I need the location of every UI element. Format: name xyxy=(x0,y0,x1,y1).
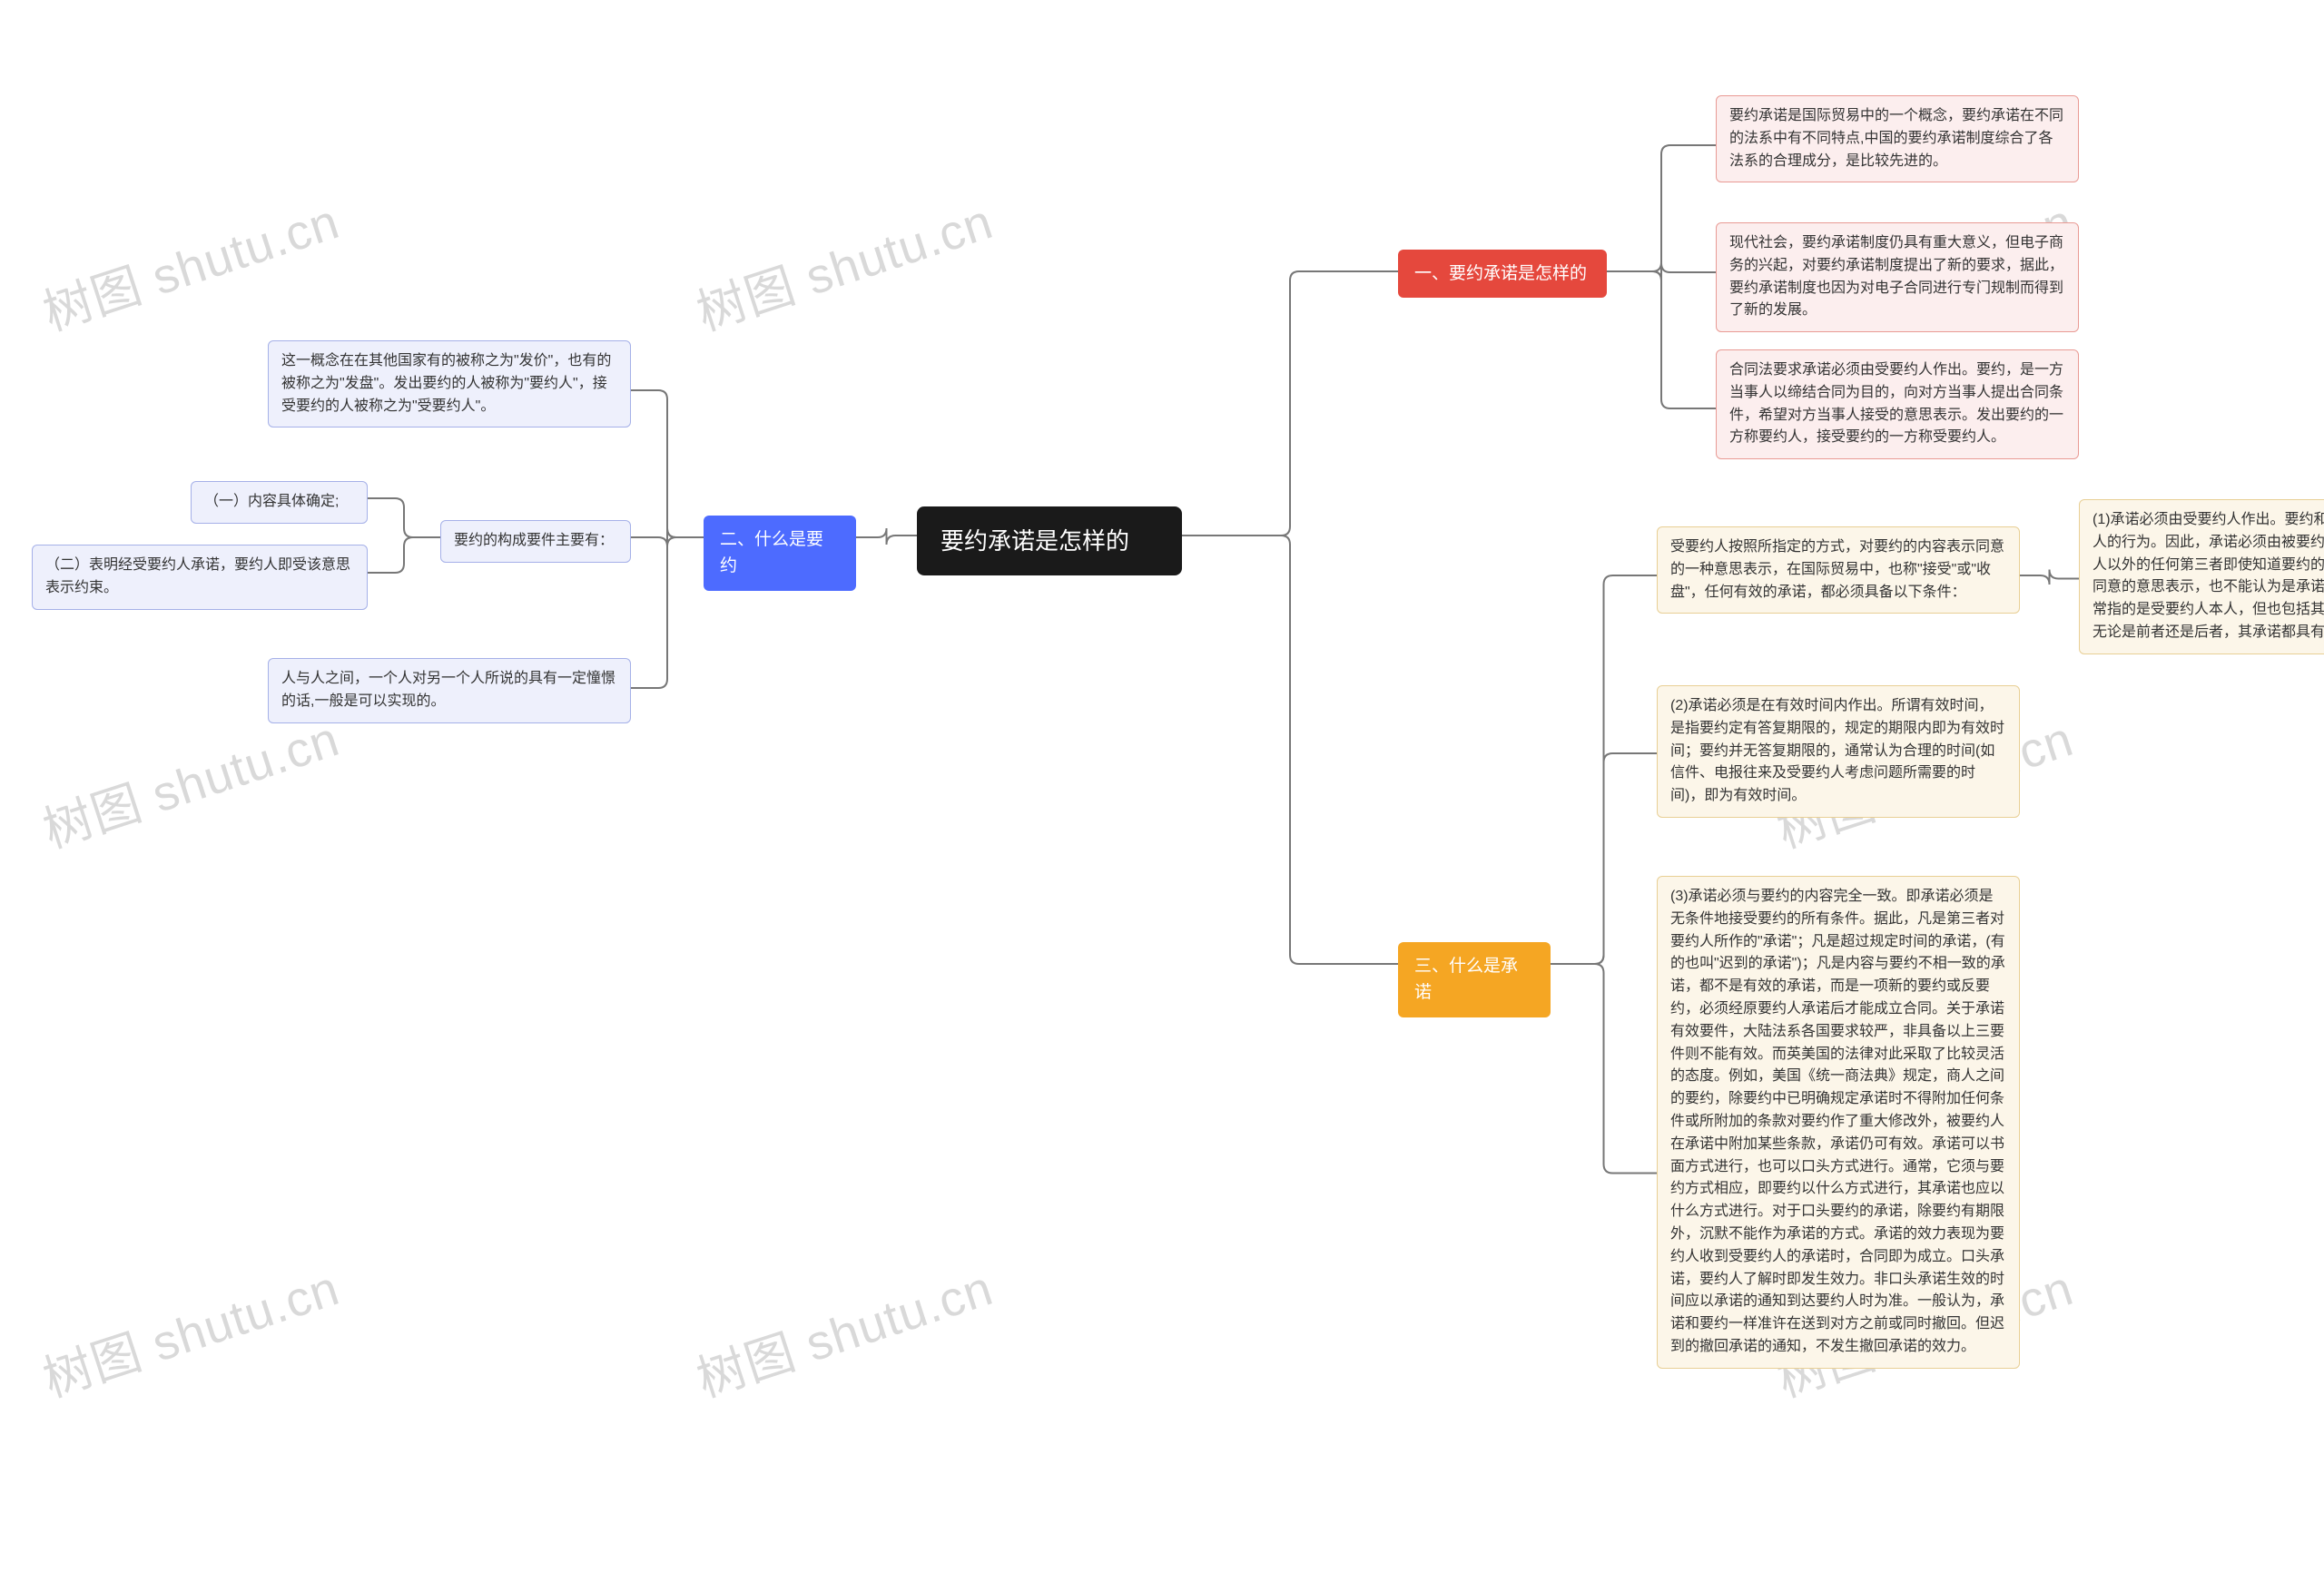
blue-leaf: 这一概念在在其他国家有的被称之为"发价"，也有的被称之为"发盘"。发出要约的人被… xyxy=(268,340,631,427)
watermark: 树图 shutu.cn xyxy=(33,699,347,862)
blue-subleaf: （一）内容具体确定; xyxy=(191,481,368,524)
red-leaf: 现代社会，要约承诺制度仍具有重大意义，但电子商务的兴起，对要约承诺制度提出了新的… xyxy=(1716,222,2079,332)
orange-intro: 受要约人按照所指定的方式，对要约的内容表示同意的一种意思表示，在国际贸易中，也称… xyxy=(1657,526,2020,614)
mindmap-canvas: 树图 shutu.cn 树图 shutu.cn 树图 shutu.cn 树图 shut… xyxy=(0,0,2324,1592)
red-leaf: 合同法要求承诺必须由受要约人作出。要约，是一方当事人以缔结合同为目的，向对方当事… xyxy=(1716,349,2079,459)
blue-leaf: 人与人之间，一个人对另一个人所说的具有一定憧憬的话,一般是可以实现的。 xyxy=(268,658,631,723)
root-node: 要约承诺是怎样的 xyxy=(917,506,1182,575)
blue-subleaf: （二）表明经受要约人承诺，要约人即受该意思表示约束。 xyxy=(32,545,368,610)
branch-3-orange: 三、什么是承诺 xyxy=(1398,942,1551,1017)
watermark: 树图 shutu.cn xyxy=(686,182,1000,345)
watermark: 树图 shutu.cn xyxy=(33,182,347,345)
branch-2-blue: 二、什么是要约 xyxy=(704,516,856,591)
red-leaf: 要约承诺是国际贸易中的一个概念，要约承诺在不同的法系中有不同特点,中国的要约承诺… xyxy=(1716,95,2079,182)
orange-intro-leaf: (1)承诺必须由受要约人作出。要约和承诺是一种相对人的行为。因此，承诺必须由被要… xyxy=(2079,499,2324,654)
watermark: 树图 shutu.cn xyxy=(686,1248,1000,1411)
blue-leaf: 要约的构成要件主要有： xyxy=(440,520,631,563)
orange-leaf: (3)承诺必须与要约的内容完全一致。即承诺必须是无条件地接受要约的所有条件。据此… xyxy=(1657,876,2020,1369)
branch-1-red: 一、要约承诺是怎样的 xyxy=(1398,250,1607,298)
watermark: 树图 shutu.cn xyxy=(33,1248,347,1411)
orange-leaf: (2)承诺必须是在有效时间内作出。所谓有效时间，是指要约定有答复期限的，规定的期… xyxy=(1657,685,2020,818)
